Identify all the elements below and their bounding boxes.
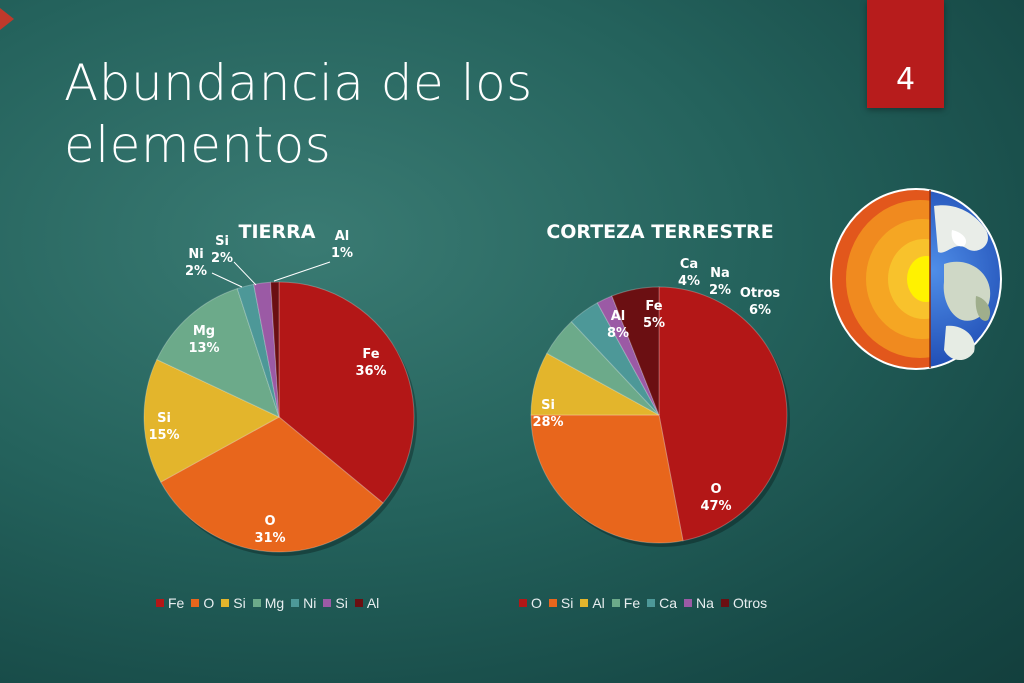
tierra-legend-swatch-6 <box>354 599 363 607</box>
corteza-legend-item-2: Al <box>580 595 605 611</box>
tierra-slice-si-2 <box>143 358 281 483</box>
tierra-legend-swatch-4 <box>291 599 300 607</box>
tierra-legend-swatch-5 <box>323 599 332 607</box>
earth-cutaway-icon <box>830 188 1002 370</box>
tierra-legend-label-2: Si <box>233 595 246 611</box>
corteza-legend-swatch-1 <box>548 599 557 607</box>
corteza-slice-ca-4 <box>570 302 660 416</box>
tierra-data-label-5: Si 2% <box>211 234 233 266</box>
tierra-slice-al-6 <box>269 281 280 418</box>
corteza-legend-swatch-3 <box>611 599 620 607</box>
corteza-legend-label-5: Na <box>696 595 714 611</box>
tierra-legend-swatch-0 <box>156 599 164 607</box>
tierra-legend-label-3: Mg <box>264 595 285 611</box>
tierra-legend-swatch-1 <box>191 599 200 607</box>
tierra-legend-item-6: Al <box>354 595 380 611</box>
tierra-leader-line-5 <box>233 261 257 286</box>
corteza-slice-na-5 <box>596 295 660 416</box>
legend-tierra: Fe O Si Mg Ni Si Al <box>156 594 386 612</box>
tierra-slice-ni-4 <box>236 283 280 418</box>
decorative-arrow-icon <box>0 8 14 30</box>
corteza-legend-label-3: Fe <box>623 595 641 611</box>
corteza-data-label-3: Fe 5% <box>643 299 665 331</box>
corteza-slice-o-0 <box>658 286 788 542</box>
tierra-data-label-0: Fe 36% <box>355 347 386 379</box>
corteza-data-label-2: Al 8% <box>607 309 629 341</box>
tierra-legend-item-3: Mg <box>252 595 285 611</box>
slide-title: Abundancia de los elementos <box>64 54 533 174</box>
tierra-legend-label-5: Si <box>335 595 348 611</box>
corteza-data-label-6: Otros 6% <box>740 286 781 318</box>
corteza-legend-swatch-2 <box>580 599 589 607</box>
corteza-legend-label-2: Al <box>592 595 605 611</box>
tierra-legend-label-4: Ni <box>303 595 317 611</box>
corteza-slice-si-1 <box>530 414 684 544</box>
corteza-legend-item-5: Na <box>684 595 714 611</box>
page-number: 4 <box>895 61 916 97</box>
tierra-data-label-1: O 31% <box>254 514 285 546</box>
corteza-legend-item-6: Otros <box>720 595 768 611</box>
corteza-legend-item-1: Si <box>548 595 574 611</box>
tierra-slice-o-1 <box>160 416 384 553</box>
tierra-leader-line-6 <box>273 261 331 282</box>
corteza-data-label-4: Ca 4% <box>678 257 700 289</box>
tierra-data-label-6: Al 1% <box>331 229 353 261</box>
corteza-legend-item-3: Fe <box>611 595 641 611</box>
tierra-data-label-2: Si 15% <box>148 411 179 443</box>
tierra-legend-label-0: Fe <box>168 595 185 611</box>
page-number-tab: 4 <box>867 0 944 108</box>
corteza-legend-item-4: Ca <box>647 595 677 611</box>
tierra-legend-item-4: Ni <box>291 595 316 611</box>
corteza-legend-swatch-6 <box>720 599 729 607</box>
corteza-legend-swatch-5 <box>684 599 693 607</box>
corteza-slice-al-2 <box>530 352 660 416</box>
corteza-data-label-0: O 47% <box>700 482 731 514</box>
legend-corteza: O Si Al Fe Ca Na Otros <box>519 594 774 612</box>
tierra-legend-item-5: Si <box>323 595 348 611</box>
corteza-data-label-1: Si 28% <box>532 398 563 430</box>
tierra-legend-swatch-2 <box>221 599 230 607</box>
corteza-slice-otros-6 <box>611 286 660 416</box>
corteza-legend-label-6: Otros <box>732 595 768 611</box>
corteza-slice-fe-3 <box>546 320 660 416</box>
tierra-legend-swatch-3 <box>252 599 261 607</box>
tierra-slice-fe-0 <box>278 281 415 504</box>
tierra-legend-label-6: Al <box>366 595 380 611</box>
tierra-legend-label-1: O <box>203 595 215 611</box>
tierra-leader-line-4 <box>211 272 243 288</box>
tierra-legend-item-0: Fe <box>156 595 184 611</box>
corteza-legend-item-0: O <box>519 595 542 611</box>
tierra-slice-mg-3 <box>156 287 280 418</box>
tierra-legend-item-1: O <box>191 595 214 611</box>
tierra-legend-item-2: Si <box>221 595 246 611</box>
tierra-chart-title: TIERRA <box>239 221 316 243</box>
tierra-slice-si-5 <box>253 281 280 418</box>
corteza-legend-label-4: Ca <box>659 595 678 611</box>
corteza-chart-title: CORTEZA TERRESTRE <box>546 221 773 243</box>
corteza-legend-label-0: O <box>531 595 542 611</box>
corteza-legend-swatch-0 <box>519 599 527 607</box>
corteza-legend-label-1: Si <box>560 595 574 611</box>
tierra-data-label-4: Ni 2% <box>185 247 207 279</box>
corteza-data-label-5: Na 2% <box>709 266 731 298</box>
corteza-legend-swatch-4 <box>647 599 656 607</box>
tierra-data-label-3: Mg 13% <box>188 324 219 356</box>
